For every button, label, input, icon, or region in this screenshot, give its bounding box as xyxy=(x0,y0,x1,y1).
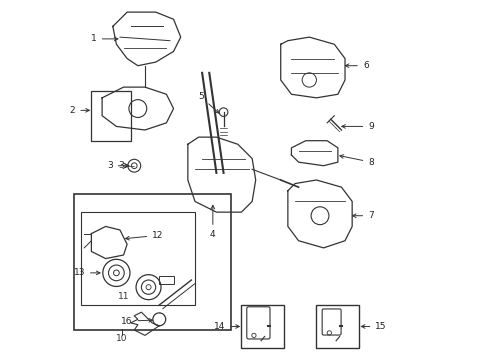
Text: 16: 16 xyxy=(121,316,152,325)
Text: 9: 9 xyxy=(342,122,374,131)
Bar xyxy=(81,212,195,305)
Text: 3: 3 xyxy=(107,161,128,170)
Bar xyxy=(242,305,284,348)
Text: 7: 7 xyxy=(352,211,374,220)
Text: 10: 10 xyxy=(116,334,127,343)
Text: 13: 13 xyxy=(74,268,100,277)
Text: 14: 14 xyxy=(214,322,239,331)
Text: 2: 2 xyxy=(70,106,89,115)
Bar xyxy=(159,276,173,284)
Text: 1: 1 xyxy=(91,35,118,44)
Text: 5: 5 xyxy=(198,93,219,113)
Text: 3: 3 xyxy=(118,161,123,170)
Text: 11: 11 xyxy=(118,292,129,301)
Text: 4: 4 xyxy=(210,205,216,239)
Text: 6: 6 xyxy=(345,61,368,70)
Text: 12: 12 xyxy=(125,231,164,240)
Bar xyxy=(317,305,359,348)
Text: 8: 8 xyxy=(340,155,374,167)
Bar xyxy=(92,91,131,141)
Text: 15: 15 xyxy=(362,322,387,331)
Bar xyxy=(74,194,231,330)
